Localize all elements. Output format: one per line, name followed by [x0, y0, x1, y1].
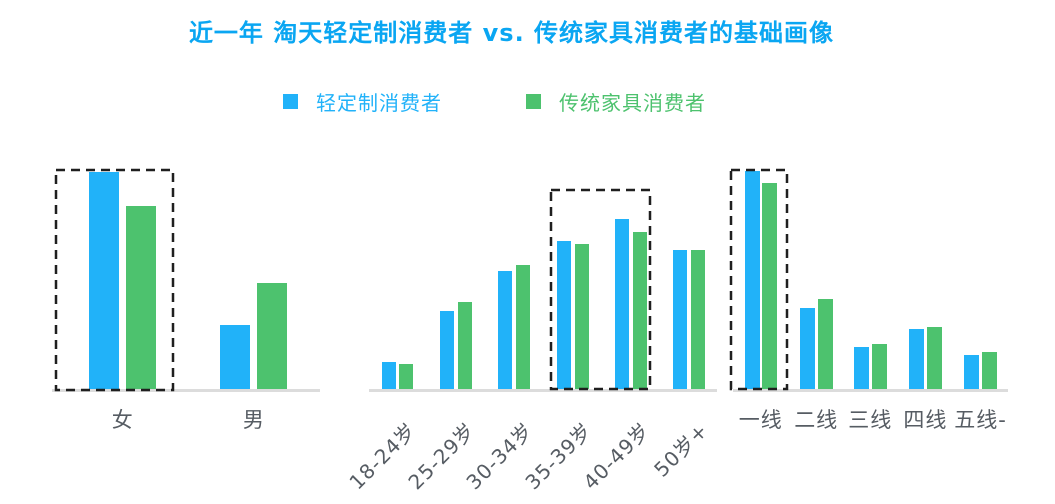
x-label-age-6: 50岁+	[648, 417, 713, 482]
bar-city_tier-5-light-custom[interactable]	[964, 355, 980, 389]
x-label-city_tier-5: 五线-	[954, 408, 1007, 432]
legend-item-light-custom[interactable]: 轻定制消费者	[283, 87, 442, 116]
bar-age-2-traditional[interactable]	[457, 302, 472, 389]
bar-age-1-traditional[interactable]	[399, 364, 414, 389]
bar-gender-2-traditional[interactable]	[257, 283, 288, 389]
bar-gender-2-light-custom[interactable]	[220, 325, 251, 389]
bar-age-6-light-custom[interactable]	[673, 250, 687, 389]
bar-city_tier-4-light-custom[interactable]	[909, 329, 925, 389]
bar-city_tier-1-traditional[interactable]	[762, 183, 777, 389]
bar-city_tier-3-traditional[interactable]	[871, 344, 887, 389]
x-label-city_tier-3: 三线	[848, 408, 893, 432]
bar-city_tier-1-light-custom[interactable]	[744, 171, 760, 389]
x-label-city_tier-4: 四线	[903, 408, 948, 432]
x-axis-line-gender	[52, 389, 320, 392]
bar-city_tier-2-traditional[interactable]	[817, 299, 833, 389]
legend-item-traditional[interactable]: 传统家具消费者	[526, 87, 706, 116]
x-label-city_tier-1: 一线	[738, 408, 783, 432]
x-label-gender-1: 女	[111, 408, 134, 432]
bar-city_tier-4-traditional[interactable]	[926, 327, 942, 389]
legend-item-label: 轻定制消费者	[316, 91, 442, 115]
bar-age-2-light-custom[interactable]	[440, 311, 455, 389]
bar-gender-1-traditional[interactable]	[126, 206, 157, 389]
bar-gender-1-light-custom[interactable]	[89, 172, 120, 389]
bar-age-5-light-custom[interactable]	[615, 219, 629, 389]
legend-item-label: 传统家具消费者	[559, 91, 706, 115]
bar-city_tier-3-light-custom[interactable]	[854, 347, 869, 389]
bar-age-4-traditional[interactable]	[574, 244, 589, 389]
bar-age-3-traditional[interactable]	[515, 265, 530, 389]
bar-age-5-traditional[interactable]	[632, 232, 647, 389]
x-axis-line-age	[369, 389, 717, 392]
bar-city_tier-5-traditional[interactable]	[981, 352, 997, 389]
x-label-gender-2: 男	[242, 408, 265, 432]
bar-age-3-light-custom[interactable]	[498, 271, 513, 389]
legend-swatch-icon	[526, 94, 541, 109]
chart-legend: 轻定制消费者 传统家具消费者	[0, 87, 1055, 116]
chart-title: 近一年 淘天轻定制消费者 vs. 传统家具消费者的基础画像	[188, 19, 835, 47]
bar-age-4-light-custom[interactable]	[557, 241, 572, 389]
legend-swatch-icon	[283, 94, 298, 109]
bar-city_tier-2-light-custom[interactable]	[800, 308, 815, 389]
bar-age-1-light-custom[interactable]	[381, 362, 396, 389]
x-label-city_tier-2: 二线	[794, 408, 839, 432]
x-axis-line-city_tier	[733, 389, 1008, 392]
bar-age-6-traditional[interactable]	[690, 250, 705, 389]
